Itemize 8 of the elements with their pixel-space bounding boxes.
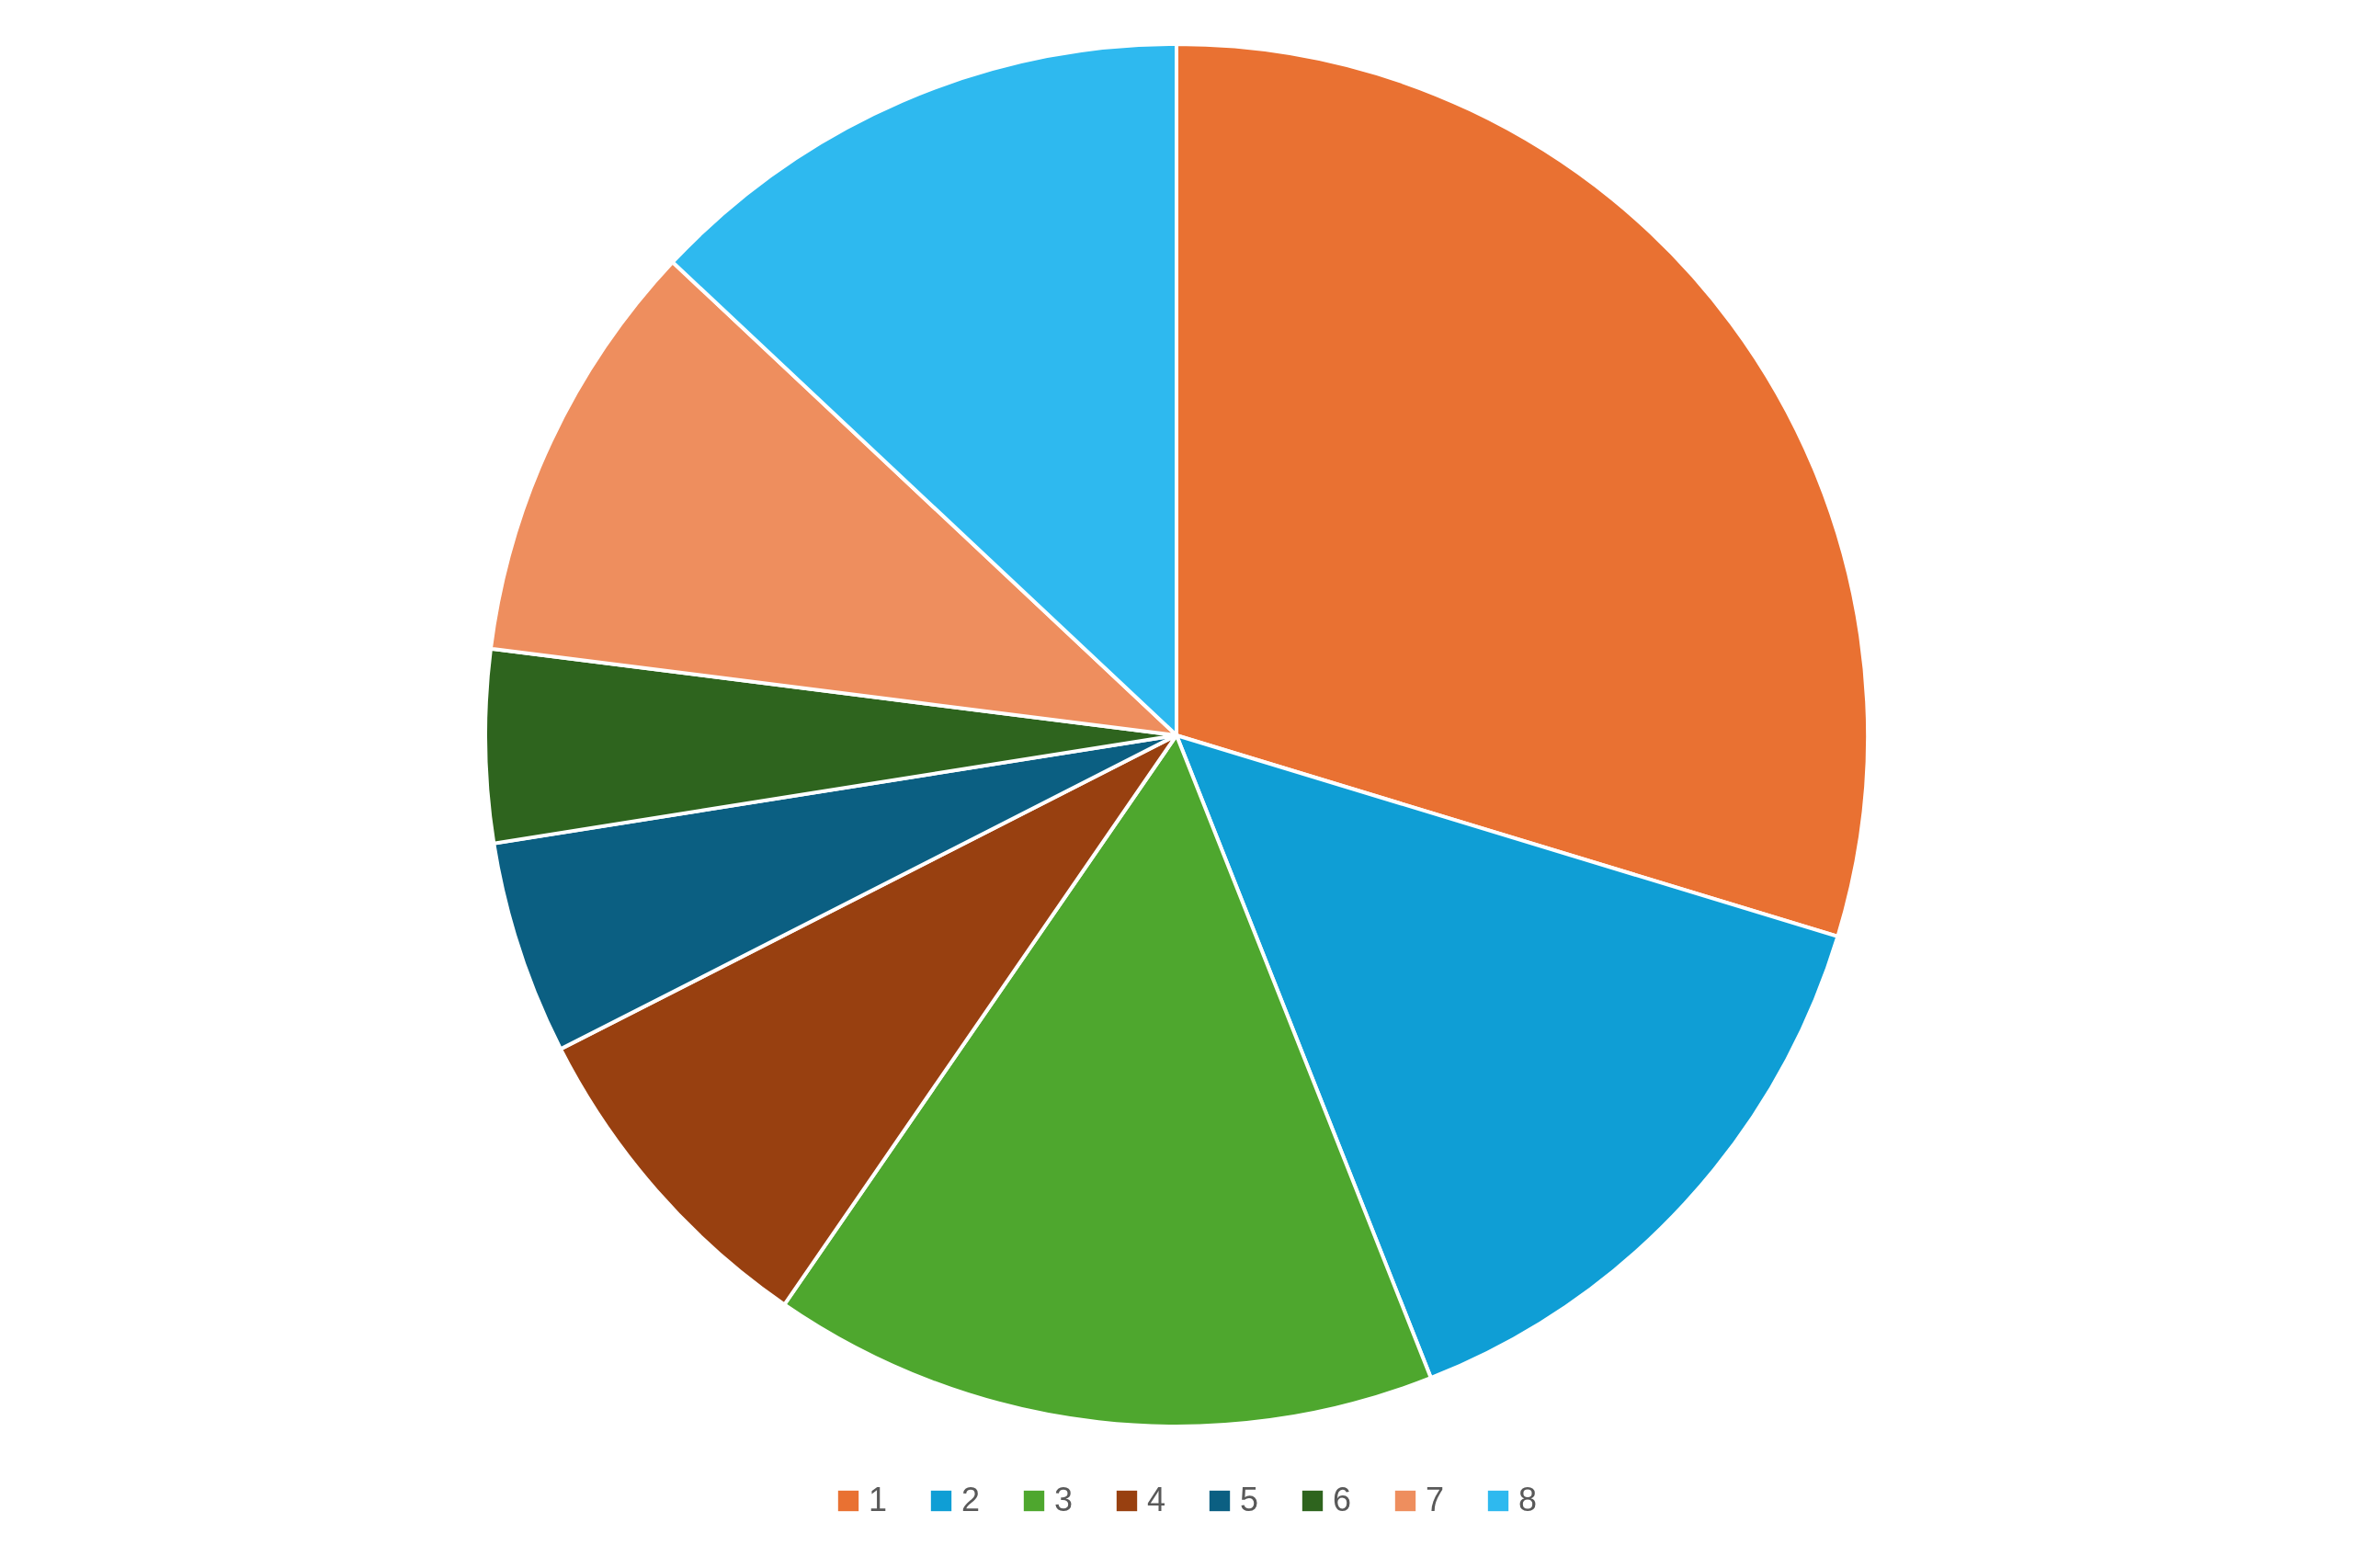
- legend-label: 4: [1147, 1481, 1166, 1518]
- legend-label: 2: [961, 1481, 981, 1518]
- legend-label: 7: [1426, 1481, 1445, 1518]
- legend-label: 1: [869, 1481, 888, 1518]
- legend-label: 6: [1333, 1481, 1352, 1518]
- legend-label: 5: [1240, 1481, 1259, 1518]
- legend-label: 8: [1518, 1481, 1538, 1518]
- legend-label: 3: [1054, 1481, 1074, 1518]
